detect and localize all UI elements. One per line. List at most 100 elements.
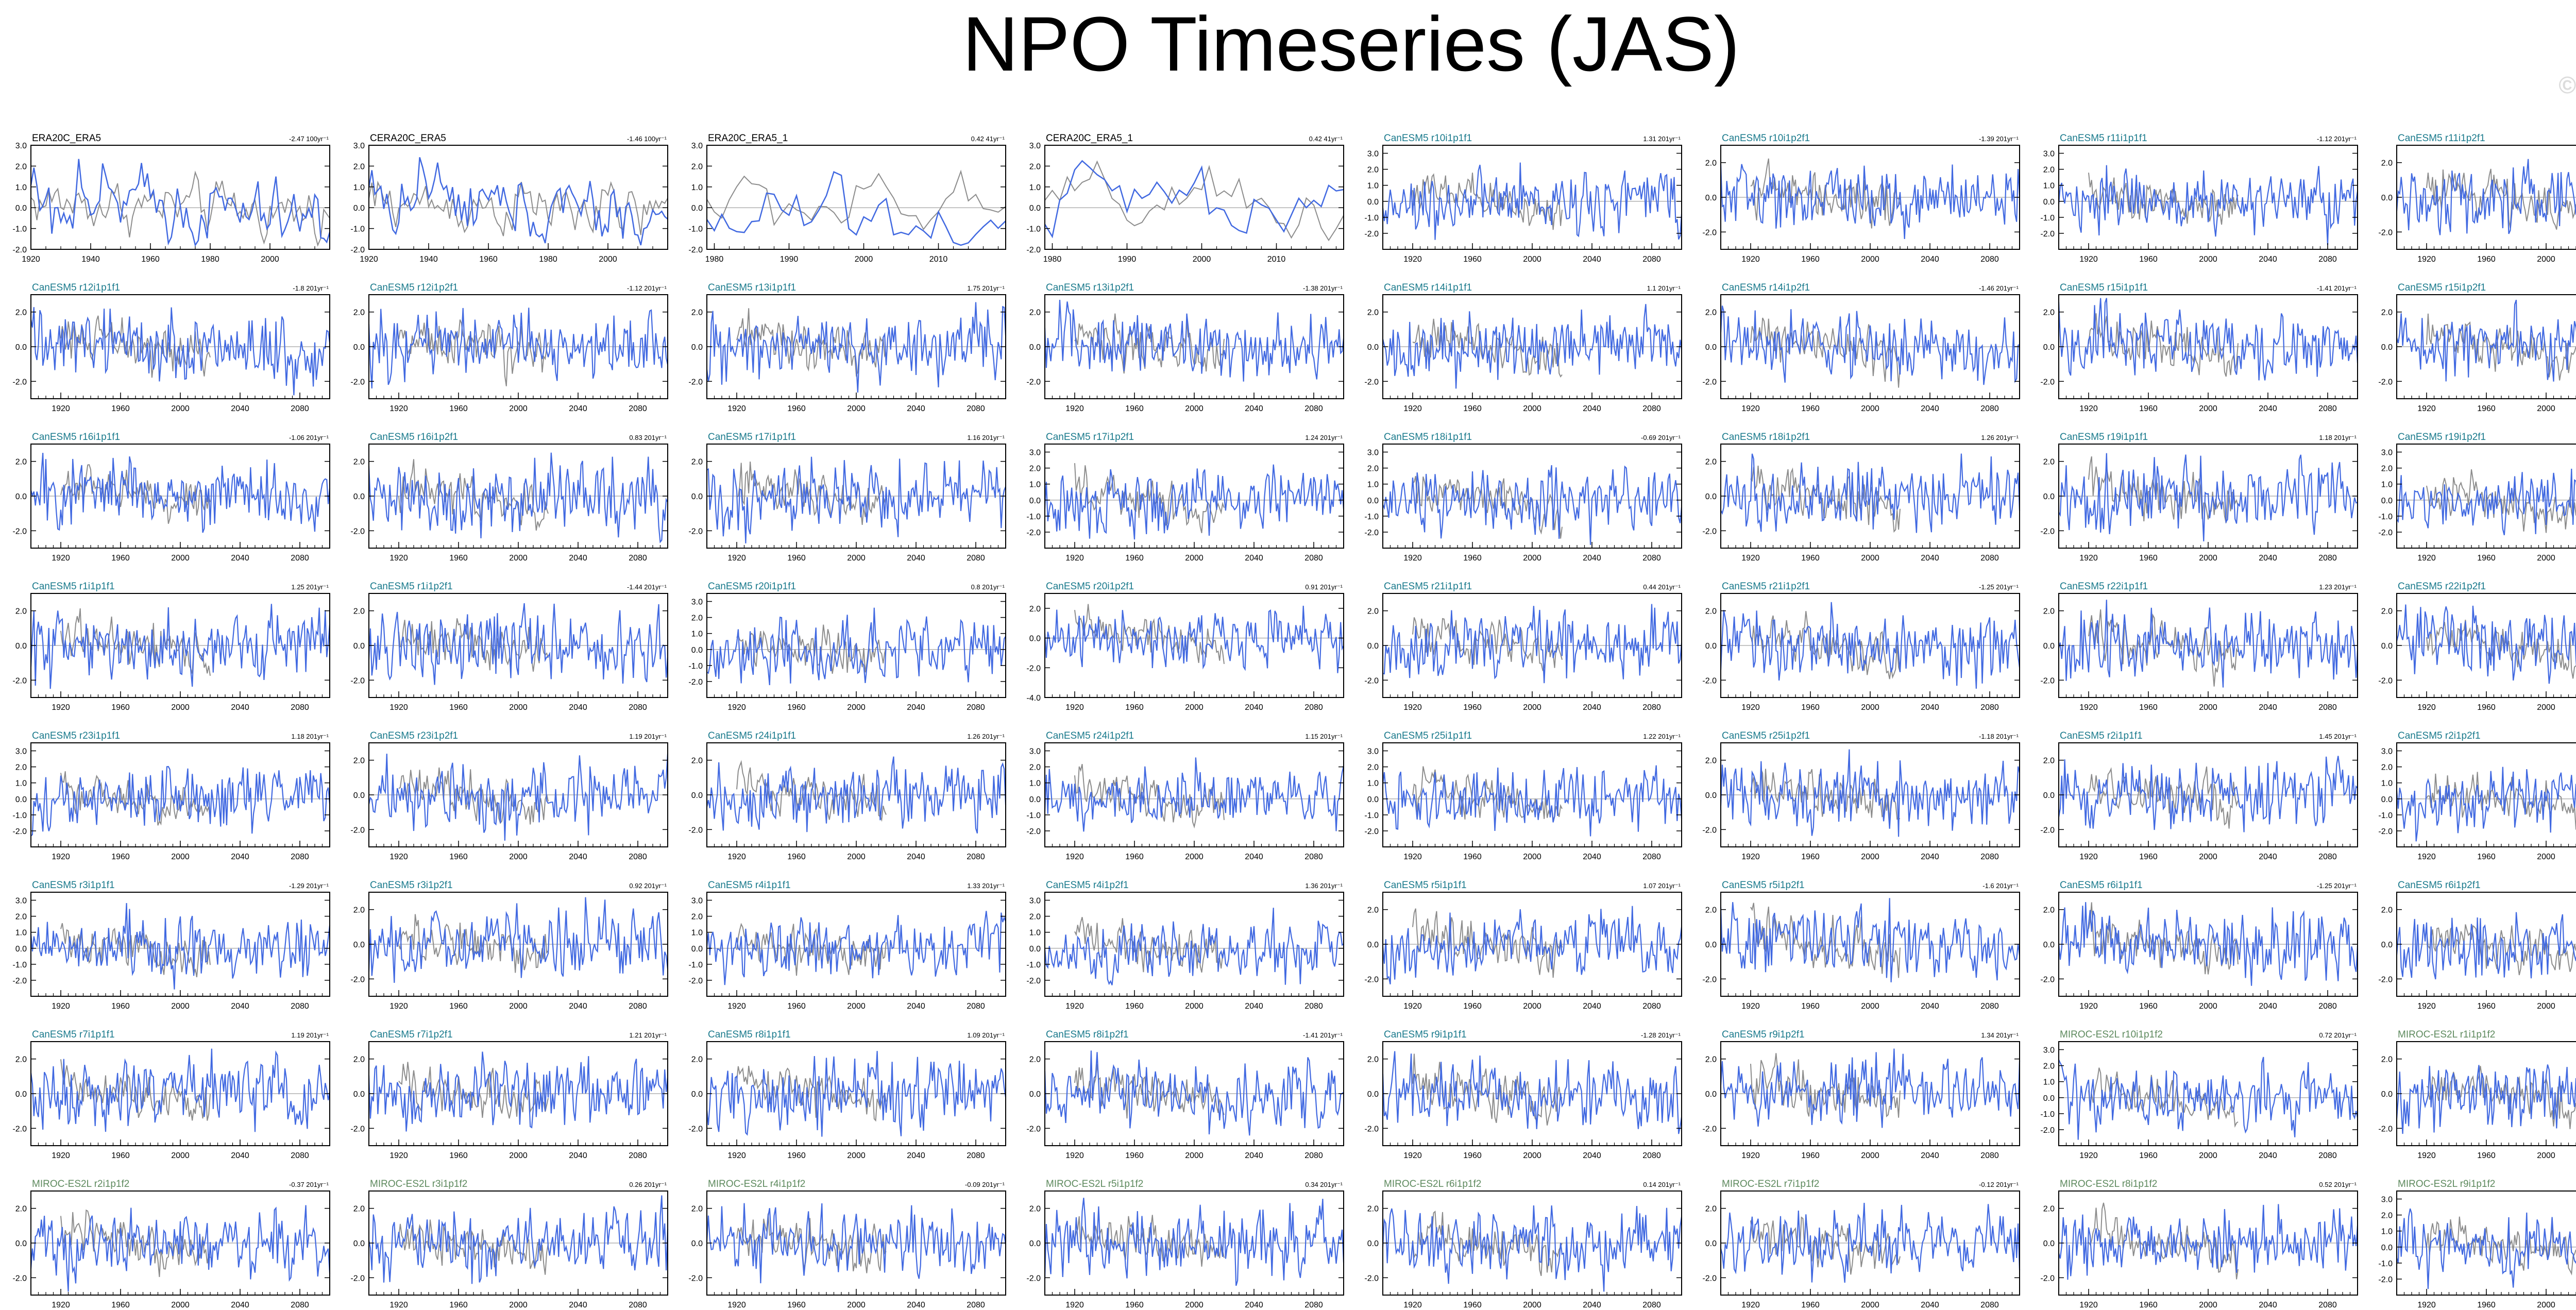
x-tick-label: 1960 bbox=[1125, 853, 1144, 861]
x-tick-label: 1960 bbox=[2477, 255, 2496, 264]
obs-series-line bbox=[398, 767, 549, 825]
y-tick-label: -2.0 bbox=[1702, 1125, 1717, 1133]
y-tick-label: -2.0 bbox=[2040, 676, 2055, 685]
x-tick-label: 2000 bbox=[1523, 255, 1541, 264]
y-tick-label: -2.0 bbox=[12, 1274, 27, 1283]
model-series-line bbox=[706, 911, 1007, 985]
panel-trend: -1.25 201yr⁻¹ bbox=[1979, 583, 2019, 591]
panel: CanESM5 r2i1p1f1 1.45 201yr⁻¹ -2.0 0.0 2.0 19… bbox=[2040, 730, 2358, 861]
panel-trend: 1.26 201yr⁻¹ bbox=[967, 733, 1005, 740]
x-tick-label: 1920 bbox=[2417, 1151, 2436, 1160]
model-series-line bbox=[1382, 765, 1683, 837]
y-tick-label: -2.0 bbox=[350, 975, 365, 984]
y-tick-label: 0.0 bbox=[15, 1239, 27, 1248]
y-tick-label: -2.0 bbox=[688, 826, 703, 835]
y-tick-label: 0.0 bbox=[1029, 343, 1041, 352]
panel-trend: 1.19 201yr⁻¹ bbox=[291, 1031, 329, 1039]
panel: MIROC-ES2L r2i1p1f2 -0.37 201yr⁻¹ -2.0 0.0 2… bbox=[12, 1179, 331, 1309]
x-tick-label: 2080 bbox=[629, 853, 647, 861]
x-tick-label: 1920 bbox=[1065, 703, 1084, 712]
y-tick-label: -2.0 bbox=[688, 527, 703, 536]
x-tick-label: 1920 bbox=[2079, 1151, 2098, 1160]
y-tick-label: 0.0 bbox=[353, 343, 365, 352]
panel-title: CanESM5 r23i1p2f1 bbox=[370, 730, 458, 741]
panel-trend: 0.26 201yr⁻¹ bbox=[629, 1181, 667, 1188]
y-tick-label: 2.0 bbox=[353, 757, 365, 765]
panel-trend: 0.72 201yr⁻¹ bbox=[2319, 1031, 2357, 1039]
y-tick-label: -2.0 bbox=[688, 246, 703, 254]
model-series-line bbox=[706, 302, 1007, 393]
panel-trend: 1.75 201yr⁻¹ bbox=[967, 284, 1005, 292]
model-series-line bbox=[2058, 298, 2359, 381]
model-series-line bbox=[1044, 1050, 1344, 1136]
x-tick-label: 1960 bbox=[1125, 1002, 1144, 1011]
y-tick-label: 0.0 bbox=[2381, 941, 2393, 949]
x-tick-label: 1960 bbox=[1463, 255, 1482, 264]
x-tick-label: 1920 bbox=[1403, 1151, 1422, 1160]
y-tick-label: 3.0 bbox=[2381, 449, 2393, 457]
y-tick-label: -2.0 bbox=[2378, 1275, 2393, 1284]
y-tick-label: -2.0 bbox=[1702, 826, 1717, 835]
panel-title: CanESM5 r18i1p2f1 bbox=[1722, 432, 1810, 443]
panel-trend: 0.42 41yr⁻¹ bbox=[1309, 135, 1343, 143]
x-tick-label: 2000 bbox=[847, 554, 866, 563]
y-tick-label: 2.0 bbox=[1705, 607, 1717, 616]
plot-frame bbox=[2058, 1041, 2358, 1146]
x-tick-label: 2080 bbox=[1642, 1301, 1661, 1309]
x-tick-label: 1920 bbox=[52, 1301, 70, 1309]
x-tick-label: 2000 bbox=[847, 853, 866, 861]
y-tick-label: 2.0 bbox=[1367, 465, 1379, 473]
x-tick-label: 2080 bbox=[1642, 853, 1661, 861]
y-tick-label: 0.0 bbox=[691, 1239, 703, 1248]
y-tick-label: -2.0 bbox=[2040, 826, 2055, 835]
panel-title: CanESM5 r3i1p1f1 bbox=[32, 880, 115, 891]
x-tick-label: 1960 bbox=[2139, 1151, 2158, 1160]
y-tick-label: 2.0 bbox=[1367, 906, 1379, 915]
y-tick-label: -2.0 bbox=[688, 378, 703, 386]
panel-title: MIROC-ES2L r7i1p1f2 bbox=[1722, 1179, 1819, 1189]
panel: CanESM5 r24i1p1f1 1.26 201yr⁻¹ -2.0 0.0 2.0 1… bbox=[688, 730, 1007, 861]
panel-title: CanESM5 r5i1p2f1 bbox=[1722, 880, 1805, 891]
y-tick-label: -1.0 bbox=[2378, 1260, 2393, 1268]
panel-title: CanESM5 r25i1p2f1 bbox=[1722, 730, 1810, 741]
x-tick-label: 2080 bbox=[629, 703, 647, 712]
x-tick-label: 1920 bbox=[1065, 1151, 1084, 1160]
x-tick-label: 1960 bbox=[2139, 853, 2158, 861]
x-tick-label: 2040 bbox=[1583, 1002, 1601, 1011]
y-tick-label: 0.0 bbox=[2043, 791, 2055, 800]
x-tick-label: 1940 bbox=[81, 255, 100, 264]
x-tick-label: 2080 bbox=[967, 703, 985, 712]
x-tick-label: 2000 bbox=[1523, 853, 1541, 861]
panel: CanESM5 r12i1p1f1 -1.8 201yr⁻¹ -2.0 0.0 2.0 1… bbox=[12, 282, 331, 413]
y-tick-label: 2.0 bbox=[15, 162, 27, 171]
model-series-line bbox=[368, 1051, 669, 1132]
x-tick-label: 1920 bbox=[2417, 1002, 2436, 1011]
x-tick-label: 1920 bbox=[2417, 853, 2436, 861]
x-tick-label: 1960 bbox=[1463, 404, 1482, 413]
x-tick-label: 2040 bbox=[1921, 404, 1939, 413]
panel-title: CanESM5 r21i1p1f1 bbox=[1384, 581, 1472, 592]
y-tick-label: 0.0 bbox=[15, 795, 27, 804]
y-tick-label: 0.0 bbox=[2381, 1244, 2393, 1252]
y-tick-label: 2.0 bbox=[691, 1056, 703, 1064]
x-tick-label: 1920 bbox=[389, 853, 408, 861]
y-tick-label: 2.0 bbox=[1029, 1056, 1041, 1064]
model-series-line bbox=[30, 765, 331, 837]
model-series-line bbox=[1720, 898, 2021, 982]
panel-title: CanESM5 r24i1p2f1 bbox=[1046, 730, 1134, 741]
x-tick-label: 2080 bbox=[2318, 853, 2337, 861]
y-tick-label: -2.0 bbox=[1026, 977, 1041, 985]
y-tick-label: 1.0 bbox=[15, 929, 27, 938]
x-tick-label: 2040 bbox=[1583, 703, 1601, 712]
panel: CanESM5 r19i1p2f11.82 201yr⁻¹-2.0-1.00.0… bbox=[2378, 432, 2576, 563]
obs-series-line bbox=[1074, 463, 1225, 534]
x-tick-label: 1920 bbox=[1741, 554, 1760, 563]
y-tick-label: -2.0 bbox=[2040, 527, 2055, 536]
y-tick-label: 1.0 bbox=[2381, 779, 2393, 788]
x-tick-label: 1980 bbox=[1043, 255, 1062, 264]
x-tick-label: 1960 bbox=[111, 1002, 130, 1011]
y-tick-label: 2.0 bbox=[1367, 166, 1379, 175]
x-tick-label: 2000 bbox=[1185, 1301, 1204, 1309]
y-tick-label: 0.0 bbox=[1029, 1090, 1041, 1099]
panel-title: MIROC-ES2L r10i1p1f2 bbox=[2060, 1029, 2163, 1040]
